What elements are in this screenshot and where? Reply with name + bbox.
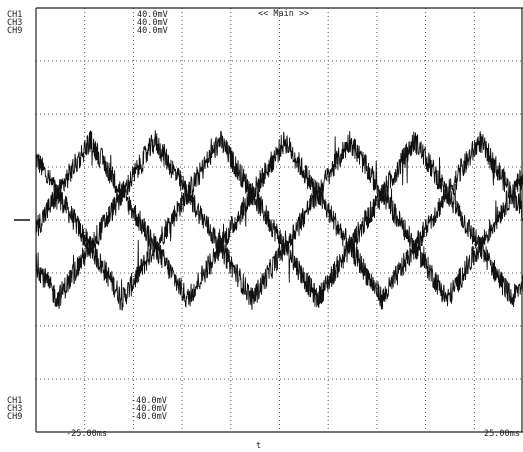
- x-start-label: -25.00ms: [66, 429, 107, 439]
- top-channel-scale-3: 40.0mV: [137, 26, 168, 36]
- top-channel-name-2: CH3: [7, 18, 22, 28]
- top-channel-scale-1: 40.0mV: [137, 10, 168, 20]
- top-channel-scale-2: 40.0mV: [137, 18, 168, 28]
- x-end-label: 25.00ms: [484, 429, 520, 439]
- top-channel-name-3: CH9: [7, 26, 22, 36]
- waveform-traces: [35, 130, 523, 312]
- bottom-channel-name-2: CH3: [7, 404, 22, 414]
- bottom-channel-scale-3: -40.0mV: [131, 412, 167, 422]
- top-channel-name-1: CH1: [7, 10, 22, 20]
- bottom-channel-name-1: CH1: [7, 396, 22, 406]
- trace-ch3: [35, 130, 523, 310]
- title-label: << Main >>: [258, 9, 309, 19]
- bottom-channel-scale-1: -40.0mV: [131, 396, 167, 406]
- bottom-channel-name-3: CH9: [7, 412, 22, 422]
- trace-ch9: [35, 130, 523, 310]
- bottom-channel-scale-2: -40.0mV: [131, 404, 167, 414]
- trigger-marker: t: [256, 441, 261, 451]
